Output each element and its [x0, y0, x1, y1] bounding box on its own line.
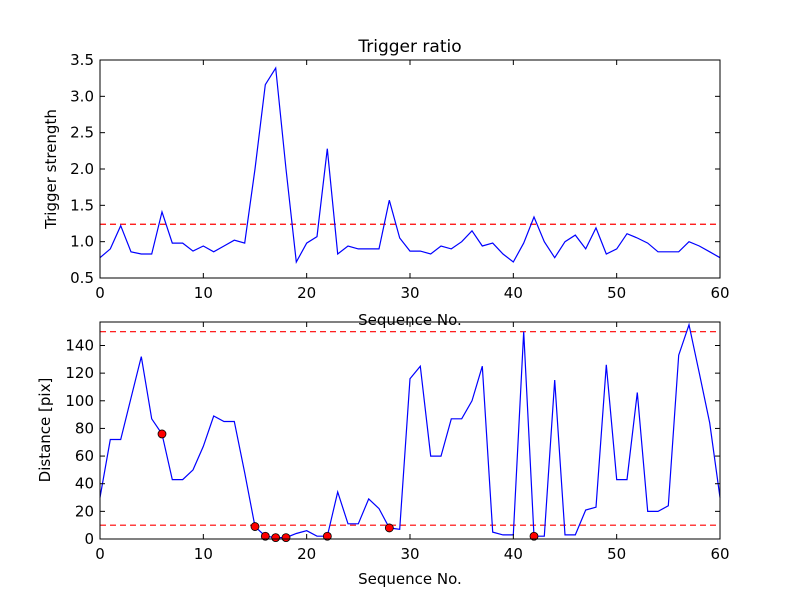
y-tick-label: 0 [84, 530, 94, 548]
x-tick-label: 60 [710, 284, 729, 302]
y-tick-label: 120 [65, 364, 94, 382]
x-tick-label: 30 [400, 284, 419, 302]
x-tick-label: 0 [95, 545, 105, 563]
y-tick-label: 0.5 [70, 269, 94, 287]
x-tick-label: 10 [194, 545, 213, 563]
y-tick-label: 3.0 [70, 87, 94, 105]
y-tick-label: 40 [75, 475, 94, 493]
y-tick-label: 1.5 [70, 196, 94, 214]
y-tick-label: 60 [75, 447, 94, 465]
x-tick-label: 50 [607, 284, 626, 302]
outlier-marker [529, 531, 539, 541]
y-axis-label: Trigger strength [42, 109, 60, 230]
series-line [99, 66, 721, 264]
y-tick-label: 100 [65, 392, 94, 410]
x-tick-label: 10 [194, 284, 213, 302]
x-tick-label: 20 [297, 545, 316, 563]
outlier-marker [384, 523, 394, 533]
distance-plot: 0 10 20 30 40 50 60 0 20 40 60 80 100 120 140 Sequenc… [36, 321, 730, 588]
outlier-marker [157, 429, 167, 439]
outlier-marker [271, 533, 281, 543]
outlier-marker [281, 533, 291, 543]
x-tick-label: 50 [607, 545, 626, 563]
chart-title: Trigger ratio [357, 37, 461, 57]
x-tick-label: 20 [297, 284, 316, 302]
y-tick-label: 20 [75, 502, 94, 520]
x-tick-label: 60 [710, 545, 729, 563]
series-line [99, 322, 721, 539]
x-tick-label: 30 [400, 545, 419, 563]
outlier-marker [260, 531, 270, 541]
outlier-marker [250, 522, 260, 531]
y-tick-label: 2.5 [70, 124, 94, 142]
x-tick-label: 40 [504, 545, 523, 563]
y-tick-label: 140 [65, 336, 94, 354]
x-axis-label: Sequence No. [358, 311, 462, 329]
y-axis-label: Distance [pix] [36, 378, 54, 483]
y-tick-label: 80 [75, 419, 94, 437]
x-axis-label: Sequence No. [358, 570, 462, 588]
y-tick-label: 3.5 [70, 51, 94, 69]
outlier-marker [322, 531, 332, 541]
x-tick-label: 40 [504, 284, 523, 302]
trigger-ratio-plot: Trigger ratio 0 10 20 30 40 50 60 0.5 1.0 1.5 2.0… [42, 37, 730, 329]
x-tick-label: 0 [95, 284, 105, 302]
y-tick-label: 2.0 [70, 160, 94, 178]
y-tick-label: 1.0 [70, 233, 94, 251]
